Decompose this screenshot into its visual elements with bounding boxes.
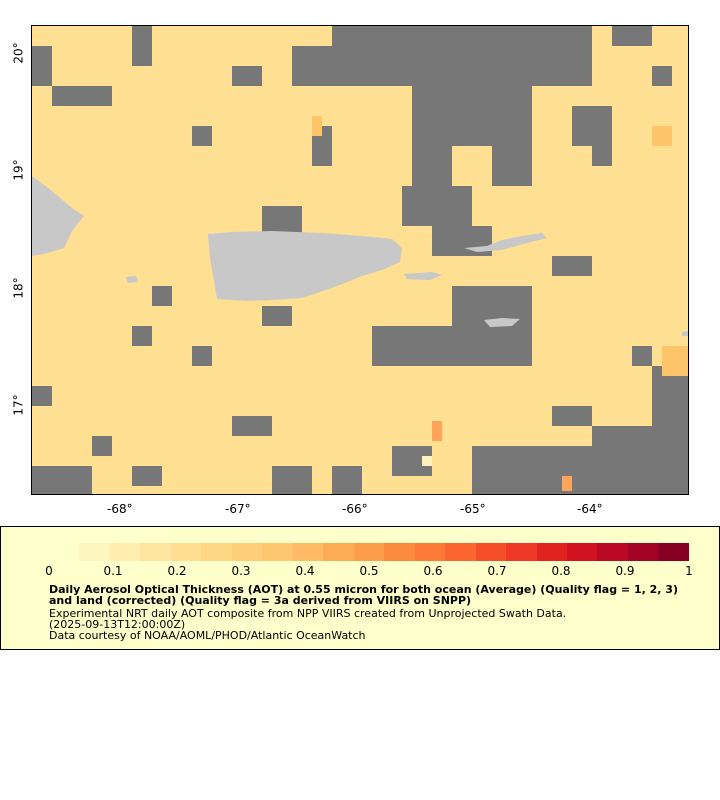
colorbar-segment (109, 543, 141, 561)
aot-cell (652, 126, 672, 146)
lat-tick-17: 17° (11, 394, 26, 416)
no-data-cell (592, 426, 688, 446)
hispaniola-landmass (32, 176, 84, 256)
no-data-cell (32, 386, 52, 406)
aot-cell (312, 116, 322, 136)
legend-panel: 0 0.1 0.2 0.3 0.4 0.5 0.6 0.7 0.8 0.9 1 Daily Aero… (0, 526, 720, 650)
colorbar-segment (627, 543, 659, 561)
lon-tick-66: -66° (342, 502, 368, 516)
no-data-cell (412, 146, 452, 186)
no-data-cell (132, 26, 152, 66)
aot-high-cells (312, 116, 688, 491)
aot-cell (432, 421, 442, 441)
lon-tick-65: -65° (460, 502, 486, 516)
colorbar-tick-label: 0.9 (615, 564, 635, 578)
no-data-cell (132, 326, 152, 346)
lon-tick-68: -68° (107, 502, 133, 516)
no-data-cell (402, 186, 472, 226)
no-data-cell (652, 66, 672, 86)
no-data-cell (262, 306, 292, 326)
colorbar (49, 543, 689, 561)
colorbar-tick-label: 1 (685, 564, 693, 578)
legend-credit: Data courtesy of NOAA/AOML/PHOD/Atlantic… (49, 629, 366, 642)
no-data-cell (412, 86, 532, 146)
colorbar-segment (566, 543, 598, 561)
colorbar-segment (445, 543, 476, 561)
puerto-rico-landmass (208, 231, 402, 301)
aot-cell (662, 346, 688, 376)
no-data-cell (552, 406, 592, 426)
lat-tick-20: 20° (11, 42, 26, 64)
colorbar-segment (475, 543, 507, 561)
colorbar-segment (49, 543, 80, 561)
colorbar-segment (353, 543, 385, 561)
no-data-cell (192, 126, 212, 146)
aot-cell (422, 456, 432, 466)
colorbar-tick-label: 0 (45, 564, 53, 578)
no-data-cell (332, 466, 362, 494)
colorbar-segment (231, 543, 263, 561)
virgin-islands (464, 233, 547, 252)
colorbar-tick-label: 0.7 (487, 564, 507, 578)
st-croix-island (484, 318, 520, 327)
legend-title: Daily Aerosol Optical Thickness (AOT) at… (49, 583, 678, 607)
colorbar-tick-label: 0.8 (551, 564, 571, 578)
colorbar-segment (414, 543, 446, 561)
colorbar-segment (506, 543, 537, 561)
no-data-cell (552, 256, 592, 276)
colorbar-segment (658, 543, 689, 561)
no-data-cell (262, 206, 302, 236)
no-data-cell (192, 346, 212, 366)
legend-description: Experimental NRT daily AOT composite fro… (49, 607, 567, 620)
colorbar-segment (170, 543, 202, 561)
colorbar-segment (140, 543, 171, 561)
no-data-cell (132, 466, 162, 486)
lon-tick-67: -67° (225, 502, 251, 516)
colorbar-segment (323, 543, 354, 561)
colorbar-segment (292, 543, 324, 561)
no-data-cell (292, 46, 352, 86)
legend-timestamp: (2025-09-13T12:00:00Z) (49, 618, 186, 631)
lon-tick-64: -64° (577, 502, 603, 516)
mona-island (126, 276, 138, 283)
colorbar-segment (384, 543, 415, 561)
no-data-cell (272, 466, 312, 494)
colorbar-segment (597, 543, 628, 561)
colorbar-tick-label: 0.2 (167, 564, 187, 578)
no-data-cell (612, 26, 652, 46)
no-data-cell (92, 86, 112, 106)
no-data-cell (572, 106, 612, 146)
aot-map[interactable] (31, 25, 689, 495)
no-data-cell (92, 436, 112, 456)
colorbar-tick-label: 0.6 (423, 564, 443, 578)
no-data-cell (232, 416, 272, 436)
colorbar-segment (262, 543, 293, 561)
colorbar-tick-label: 0.3 (231, 564, 251, 578)
vieques-island (404, 272, 442, 280)
colorbar-tick-label: 0.4 (295, 564, 315, 578)
no-data-cell (632, 346, 652, 366)
desecheo-island (682, 331, 688, 336)
no-data-cell (332, 26, 592, 86)
no-data-cell (32, 466, 92, 494)
map-canvas (32, 26, 688, 494)
no-data-cell (592, 146, 612, 166)
colorbar-tick-label: 0.5 (359, 564, 379, 578)
colorbar-segment (536, 543, 567, 561)
no-data-cell (492, 146, 532, 186)
no-data-cell (472, 446, 688, 494)
colorbar-segment (79, 543, 110, 561)
no-data-cell (232, 66, 262, 86)
colorbar-tick-label: 0.1 (103, 564, 123, 578)
aot-cell (562, 476, 572, 491)
no-data-cell (372, 326, 452, 366)
lat-tick-19: 19° (11, 159, 26, 181)
no-data-cell (32, 46, 52, 86)
lat-tick-18: 18° (11, 277, 26, 299)
no-data-cell (52, 86, 92, 106)
no-data-cell (152, 286, 172, 306)
colorbar-segment (201, 543, 232, 561)
